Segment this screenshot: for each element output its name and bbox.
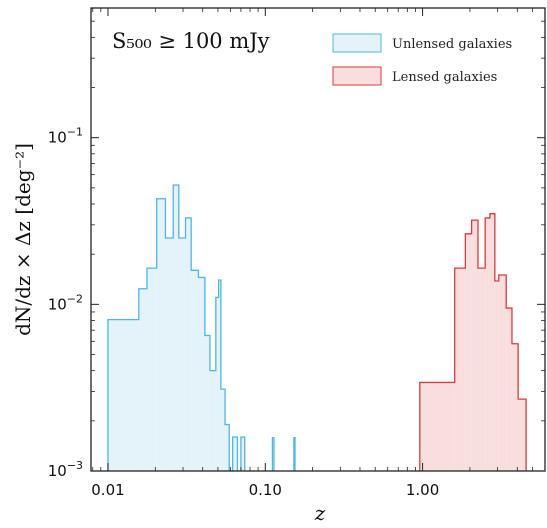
unlensed-galaxies-bar	[198, 277, 205, 471]
unlensed-galaxies-bar	[220, 389, 226, 471]
lensed-galaxies-bar	[498, 274, 507, 471]
threshold-annotation: S₅₀₀ ≥ 100 mJy	[112, 29, 270, 53]
lensed-galaxies-bar	[460, 268, 466, 471]
plot-frame	[90, 7, 546, 472]
lensed-galaxies-bar	[471, 220, 478, 471]
lensed-galaxies-bar	[465, 233, 472, 471]
lensed-galaxies-histogram	[419, 213, 527, 471]
unlensed-galaxies-bar	[185, 217, 192, 471]
unlensed-galaxies-bar	[178, 238, 186, 471]
unlensed-galaxies-bar	[165, 238, 174, 471]
unlensed-galaxies-histogram	[107, 184, 296, 471]
legend-swatch	[332, 33, 382, 53]
x-tick-label: 1.00	[406, 481, 439, 499]
legend: Unlensed galaxies Lensed galaxies	[332, 33, 512, 86]
lensed-galaxies-bar	[447, 382, 455, 471]
lensed-galaxies-bar	[454, 268, 461, 471]
unlensed-galaxies-bar	[161, 198, 166, 471]
legend-label: Lensed galaxies	[392, 70, 497, 85]
lensed-galaxies-bar	[489, 213, 495, 471]
lensed-galaxies-outline	[419, 213, 527, 471]
lensed-galaxies-bar	[506, 308, 512, 471]
x-axis-label: z	[314, 501, 326, 525]
lensed-galaxies-bar	[477, 268, 486, 471]
unlensed-galaxies-bar	[138, 288, 147, 471]
lensed-galaxies-bar	[518, 399, 527, 471]
legend-swatch	[332, 66, 382, 86]
unlensed-galaxies-bar	[215, 297, 219, 471]
unlensed-galaxies-bar	[173, 185, 179, 471]
lensed-galaxies-bar	[511, 343, 519, 471]
y-axis-label: dN/dz × Δz [deg⁻²]	[11, 143, 35, 336]
x-tick-label: 0.10	[249, 481, 282, 499]
lensed-galaxies-bar	[494, 281, 499, 471]
unlensed-galaxies-outline	[107, 184, 246, 471]
unlensed-galaxies-bar	[232, 436, 238, 471]
y-tick-label: 10−1	[48, 126, 83, 147]
legend-label: Unlensed galaxies	[392, 37, 512, 52]
unlensed-galaxies-bar	[146, 268, 157, 471]
unlensed-galaxies-bar	[240, 436, 245, 471]
unlensed-galaxies-bar	[156, 198, 162, 471]
tick-layer: 0.01 0.10 1.00 10−3 10−2 10−1	[48, 8, 545, 499]
unlensed-galaxies-bar	[218, 279, 221, 471]
y-tick-label: 10−3	[48, 459, 83, 480]
unlensed-galaxies-bar	[191, 270, 199, 471]
unlensed-galaxies-bar	[107, 319, 130, 471]
unlensed-galaxies-bar	[209, 370, 216, 471]
unlensed-galaxies-bar	[225, 424, 230, 471]
unlensed-galaxies-bar	[204, 335, 210, 471]
series-layer	[107, 184, 527, 471]
lensed-galaxies-bar	[485, 217, 490, 471]
x-tick-label: 0.01	[91, 481, 124, 499]
y-tick-label: 10−2	[48, 292, 83, 313]
lensed-galaxies-bar	[419, 382, 448, 471]
unlensed-galaxies-bar	[129, 319, 139, 471]
